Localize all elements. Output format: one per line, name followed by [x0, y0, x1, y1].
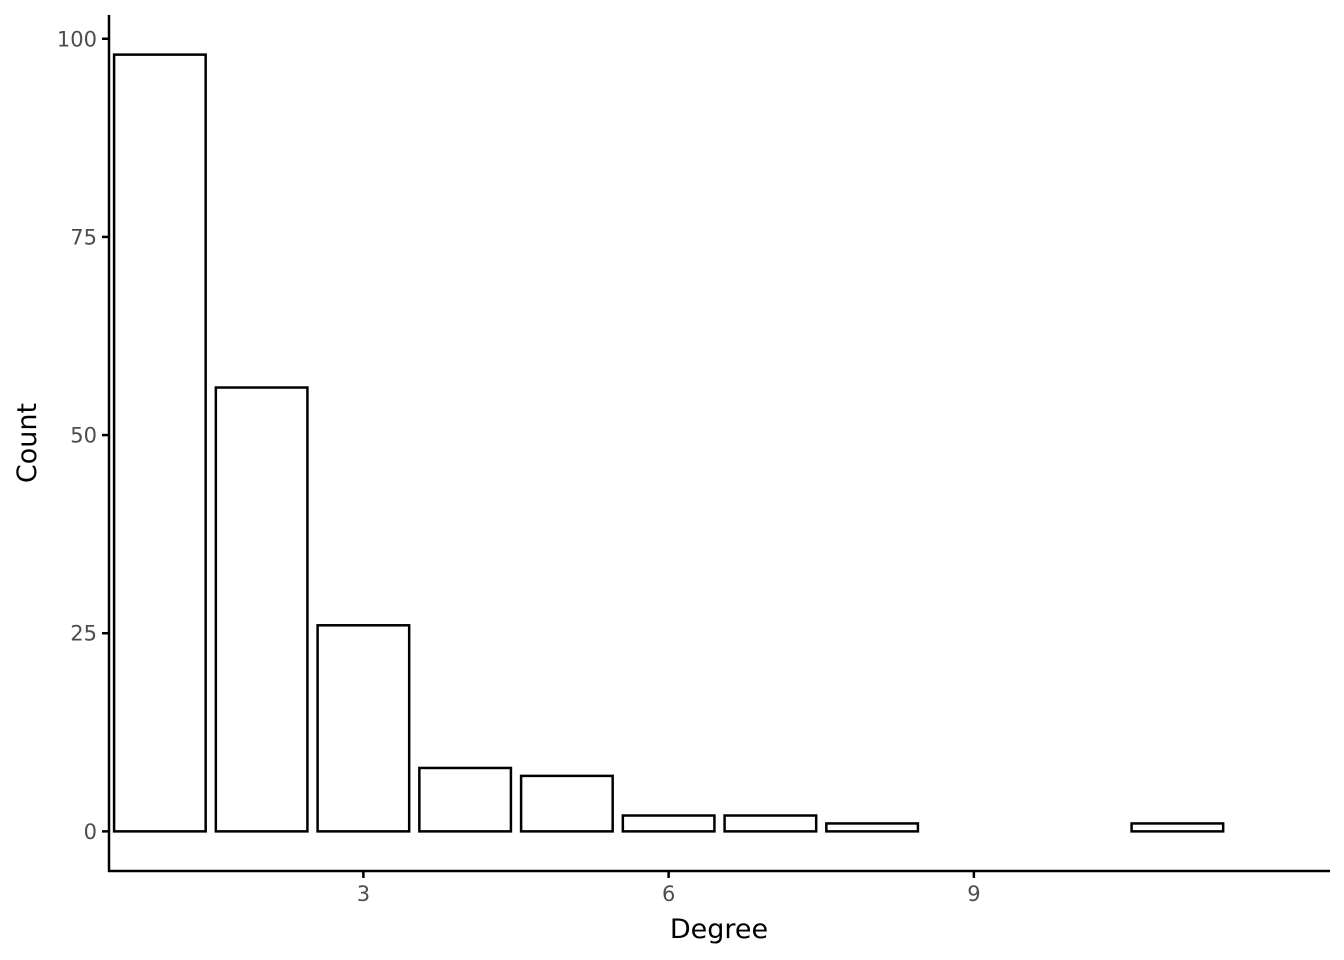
- y-tick-label: 0: [84, 820, 97, 844]
- bar-degree-6: [621, 814, 716, 833]
- x-tick-label: 6: [662, 882, 675, 906]
- y-ticks-group: 0 25 50 75 100: [57, 27, 109, 844]
- x-axis-title: Degree: [670, 914, 768, 945]
- bar-degree-3: [316, 624, 411, 833]
- y-tick-label: 75: [70, 225, 97, 249]
- bar-degree-8: [825, 822, 920, 833]
- bar-degree-1: [112, 53, 207, 833]
- x-ticks-group: 3 6 9: [357, 871, 981, 906]
- bar-degree-7: [723, 814, 818, 833]
- bar-degree-4: [418, 766, 513, 833]
- y-tick-label: 50: [70, 424, 97, 448]
- y-tick-label: 25: [70, 622, 97, 646]
- x-tick-label: 9: [967, 882, 980, 906]
- bars-group: [112, 53, 1225, 833]
- y-tick-label: 100: [57, 27, 97, 51]
- bar-degree-5: [519, 774, 614, 833]
- bar-degree-11: [1130, 822, 1225, 833]
- bar-degree-2: [214, 386, 309, 833]
- y-axis-title: Count: [12, 403, 43, 483]
- x-tick-label: 3: [357, 882, 370, 906]
